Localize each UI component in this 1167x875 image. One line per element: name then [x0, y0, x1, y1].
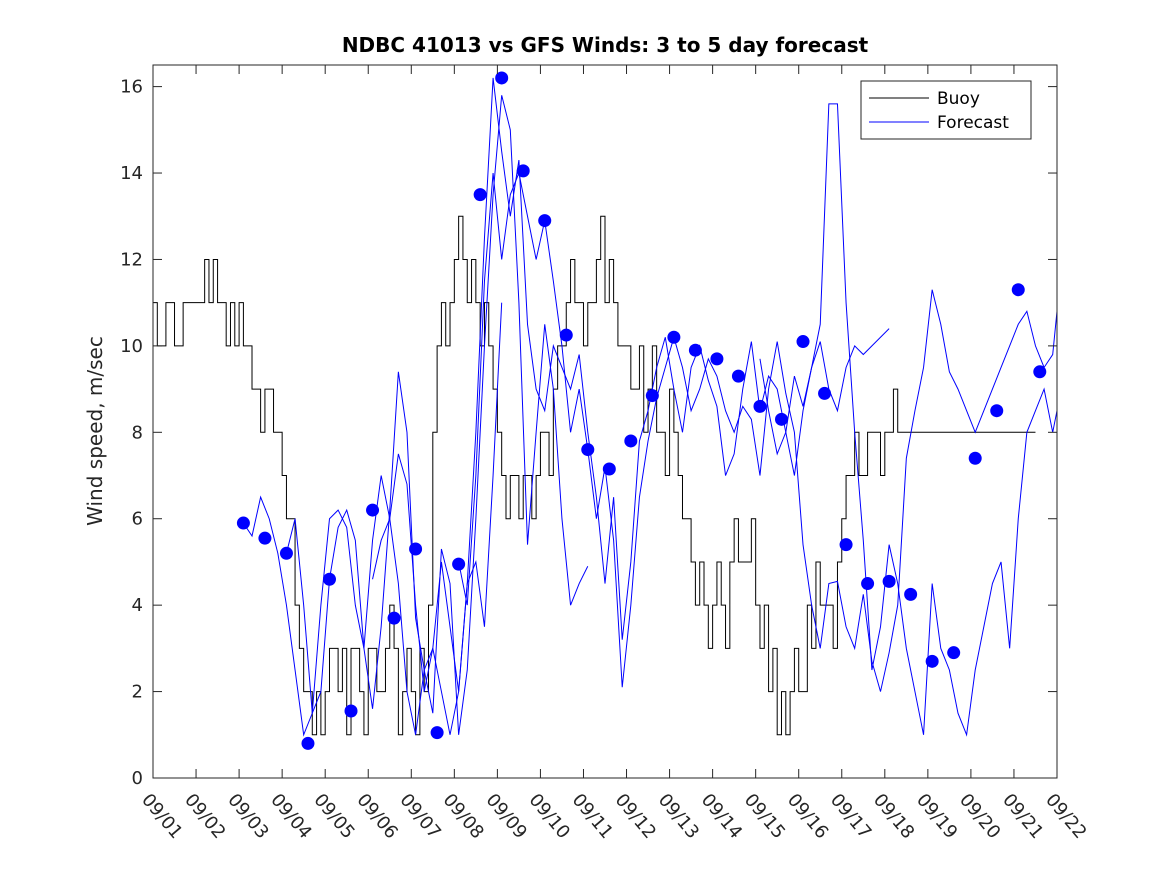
- buoy-line: [153, 215, 1036, 736]
- x-tick-label: 09/02: [180, 790, 229, 843]
- buoy-series: [153, 215, 1036, 736]
- x-tick-label: 09/04: [266, 790, 315, 843]
- forecast-point: [322, 572, 336, 586]
- chart-title: NDBC 41013 vs GFS Winds: 3 to 5 day fore…: [342, 33, 869, 57]
- forecast-point: [258, 531, 272, 545]
- forecast-point: [452, 557, 466, 571]
- forecast-point: [473, 188, 487, 202]
- legend-buoy-label: Buoy: [937, 89, 980, 109]
- y-axis: 0 2 4 6 8 10 12 14 16: [120, 77, 1057, 789]
- forecast-point: [753, 399, 767, 413]
- x-tick-label: 09/10: [525, 790, 574, 843]
- y-tick-label: 6: [132, 509, 143, 530]
- forecast-point: [602, 462, 616, 476]
- forecast-point: [301, 736, 315, 750]
- forecast-point: [559, 328, 573, 342]
- x-tick-label: 09/14: [697, 790, 746, 843]
- forecast-point: [947, 646, 961, 660]
- y-tick-label: 4: [132, 595, 143, 616]
- x-tick-label: 09/07: [395, 790, 444, 843]
- forecast-markers: [236, 71, 1047, 750]
- forecast-point: [925, 654, 939, 668]
- forecast-point: [774, 412, 788, 426]
- x-tick-label: 09/16: [783, 790, 832, 843]
- forecast-point: [990, 404, 1004, 418]
- forecast-point: [688, 343, 702, 357]
- x-tick-label: 09/06: [352, 790, 401, 843]
- forecast-point: [645, 389, 659, 403]
- plot-area: [153, 65, 1057, 778]
- forecast-point: [624, 434, 638, 448]
- x-tick-label: 09/22: [1041, 790, 1090, 843]
- x-tick-label: 09/11: [568, 790, 617, 843]
- forecast-line-4: [458, 171, 1058, 692]
- legend-box: [860, 80, 1032, 140]
- forecast-point: [968, 451, 982, 465]
- forecast-point: [1011, 283, 1025, 297]
- forecast-point: [516, 164, 530, 178]
- x-tick-label: 09/19: [912, 790, 961, 843]
- forecast-point: [366, 503, 380, 517]
- forecast-point: [581, 443, 595, 457]
- x-tick-label: 09/18: [869, 790, 918, 843]
- forecast-point: [904, 587, 918, 601]
- x-tick-label: 09/15: [740, 790, 789, 843]
- x-tick-label: 09/01: [137, 790, 186, 843]
- y-tick-label: 14: [120, 163, 143, 184]
- forecast-point: [387, 611, 401, 625]
- forecast-point: [1033, 365, 1047, 379]
- x-tick-label: 09/08: [439, 790, 488, 843]
- x-tick-label: 09/03: [223, 790, 272, 843]
- forecast-point: [839, 538, 853, 552]
- forecast-point: [796, 335, 810, 349]
- x-tick-label: 09/20: [955, 790, 1004, 843]
- legend: Buoy Forecast: [860, 80, 1032, 140]
- y-tick-label: 12: [120, 249, 143, 270]
- forecast-point: [279, 546, 293, 560]
- forecast-point: [818, 386, 832, 400]
- x-tick-label: 09/05: [309, 790, 358, 843]
- forecast-point: [538, 214, 552, 228]
- forecast-point: [236, 516, 250, 530]
- x-tick-label: 09/09: [482, 790, 531, 843]
- forecast-line-5: [759, 103, 1058, 737]
- y-tick-label: 2: [132, 682, 143, 703]
- forecast-series: [242, 77, 1058, 737]
- forecast-point: [344, 704, 358, 718]
- y-tick-label: 8: [132, 422, 143, 443]
- forecast-line-3: [372, 77, 890, 692]
- forecast-line-2: [285, 95, 589, 735]
- forecast-point: [861, 577, 875, 591]
- forecast-point: [710, 352, 724, 366]
- y-tick-label: 16: [120, 77, 143, 98]
- forecast-point: [409, 542, 423, 556]
- forecast-point: [882, 574, 896, 588]
- y-tick-label: 10: [120, 336, 143, 357]
- legend-forecast-label: Forecast: [937, 113, 1009, 133]
- x-tick-label: 09/21: [998, 790, 1047, 843]
- x-tick-label: 09/13: [654, 790, 703, 843]
- forecast-point: [731, 369, 745, 383]
- x-tick-label: 09/12: [611, 790, 660, 843]
- x-tick-label: 09/17: [826, 790, 875, 843]
- y-axis-label: Wind speed, m/sec: [83, 336, 107, 526]
- y-tick-label: 0: [132, 768, 143, 789]
- forecast-point: [495, 71, 509, 85]
- forecast-point: [667, 330, 681, 344]
- plot-frame: [152, 64, 1058, 779]
- forecast-point: [430, 726, 444, 740]
